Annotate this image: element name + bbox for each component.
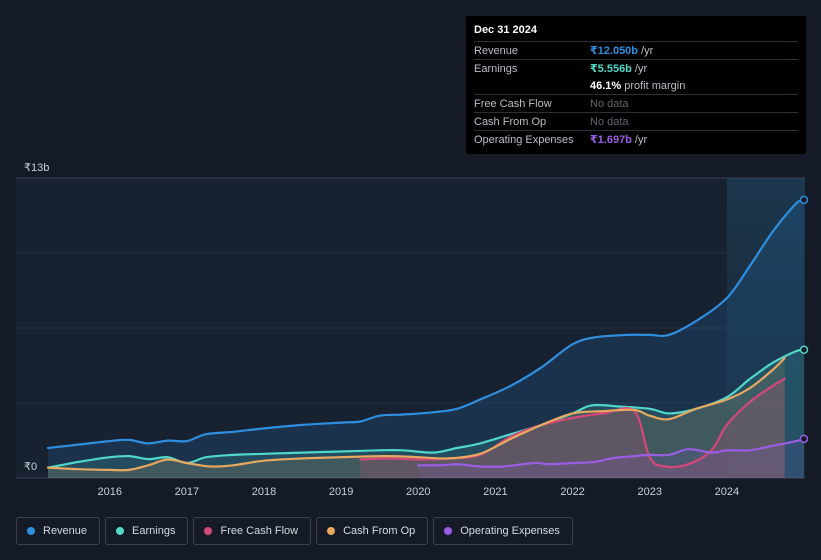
legend-item-cfo[interactable]: Cash From Op bbox=[316, 517, 429, 545]
legend-label-fcf: Free Cash Flow bbox=[220, 525, 299, 537]
tooltip-row-revenue: Revenue ₹12.050b /yr bbox=[474, 41, 798, 59]
area-earnings bbox=[48, 349, 804, 478]
legend-label-opex: Operating Expenses bbox=[460, 525, 560, 537]
legend-dot-earnings bbox=[116, 527, 125, 535]
legend-label-revenue: Revenue bbox=[43, 525, 88, 537]
legend-label-earnings: Earnings bbox=[132, 525, 176, 537]
tooltip-opex-value: ₹1.697b bbox=[590, 134, 632, 146]
legend-item-opex[interactable]: Operating Expenses bbox=[433, 517, 573, 545]
tooltip-row-earnings: Earnings ₹5.556b /yr bbox=[474, 59, 798, 77]
legend-dot-fcf bbox=[204, 527, 213, 535]
line-operating-expenses bbox=[417, 437, 806, 468]
tooltip-revenue-label: Revenue bbox=[474, 44, 519, 57]
endpoint-operating-expenses bbox=[799, 434, 809, 444]
x-tick-label: 2022 bbox=[560, 486, 584, 498]
tooltip-opex-label: Operating Expenses bbox=[474, 133, 574, 146]
legend-item-fcf[interactable]: Free Cash Flow bbox=[193, 517, 312, 545]
tooltip-row-cfo: Cash From Op No data bbox=[474, 112, 798, 130]
x-tick-label: 2018 bbox=[252, 486, 276, 498]
tooltip-panel: Dec 31 2024 Revenue ₹12.050b /yr Earning… bbox=[466, 16, 806, 154]
legend-dot-opex bbox=[444, 527, 453, 535]
tooltip-fcf-value: No data bbox=[590, 97, 629, 110]
x-tick-label: 2023 bbox=[637, 486, 661, 498]
tooltip-fcf-label: Free Cash Flow bbox=[474, 97, 552, 110]
tooltip-cfo-value: No data bbox=[590, 115, 629, 128]
tooltip-date: Dec 31 2024 bbox=[474, 24, 537, 36]
legend-dot-cfo bbox=[327, 527, 336, 535]
line-cash-from-op bbox=[46, 356, 786, 472]
y-axis-top-label: ₹13b bbox=[24, 162, 49, 174]
endpoint-revenue bbox=[799, 195, 809, 205]
x-tick-label: 2020 bbox=[406, 486, 430, 498]
tooltip-revenue-value: ₹12.050b bbox=[590, 45, 639, 57]
legend-label-cfo: Cash From Op bbox=[343, 525, 416, 537]
line-revenue bbox=[46, 198, 806, 450]
tooltip-revenue-unit: /yr bbox=[641, 44, 654, 57]
tooltip-margin-value: 46.1% bbox=[590, 79, 622, 92]
chart-legend: Revenue Earnings Free Cash Flow Cash Fro… bbox=[16, 517, 573, 547]
tooltip-cfo-label: Cash From Op bbox=[474, 115, 547, 128]
x-tick-label: 2017 bbox=[175, 486, 199, 498]
legend-dot-revenue bbox=[27, 527, 35, 535]
legend-item-earnings[interactable]: Earnings bbox=[105, 517, 189, 545]
tooltip-row-fcf: Free Cash Flow No data bbox=[474, 94, 798, 112]
tooltip-earnings-label: Earnings bbox=[474, 62, 518, 75]
y-axis-bottom-label: ₹0 bbox=[24, 461, 37, 473]
endpoint-earnings bbox=[799, 345, 809, 355]
tooltip-opex-unit: /yr bbox=[634, 133, 648, 146]
area-free-cash-flow bbox=[360, 378, 785, 478]
tooltip-margin-label: profit margin bbox=[624, 79, 686, 92]
area-cash-from-op bbox=[48, 358, 785, 478]
x-tick-label: 2021 bbox=[483, 486, 507, 498]
area-revenue bbox=[48, 199, 804, 478]
tooltip-earnings-value: ₹5.556b bbox=[590, 63, 632, 75]
tooltip-row-opex: Operating Expenses ₹1.697b /yr bbox=[474, 130, 798, 148]
legend-item-revenue[interactable]: Revenue bbox=[16, 517, 101, 545]
tooltip-row-margin: 46.1% profit margin bbox=[474, 77, 798, 94]
tooltip-earnings-unit: /yr bbox=[634, 62, 648, 75]
x-tick-label: 2016 bbox=[97, 486, 121, 498]
x-tick-label: 2024 bbox=[715, 486, 739, 498]
x-tick-label: 2019 bbox=[329, 486, 353, 498]
